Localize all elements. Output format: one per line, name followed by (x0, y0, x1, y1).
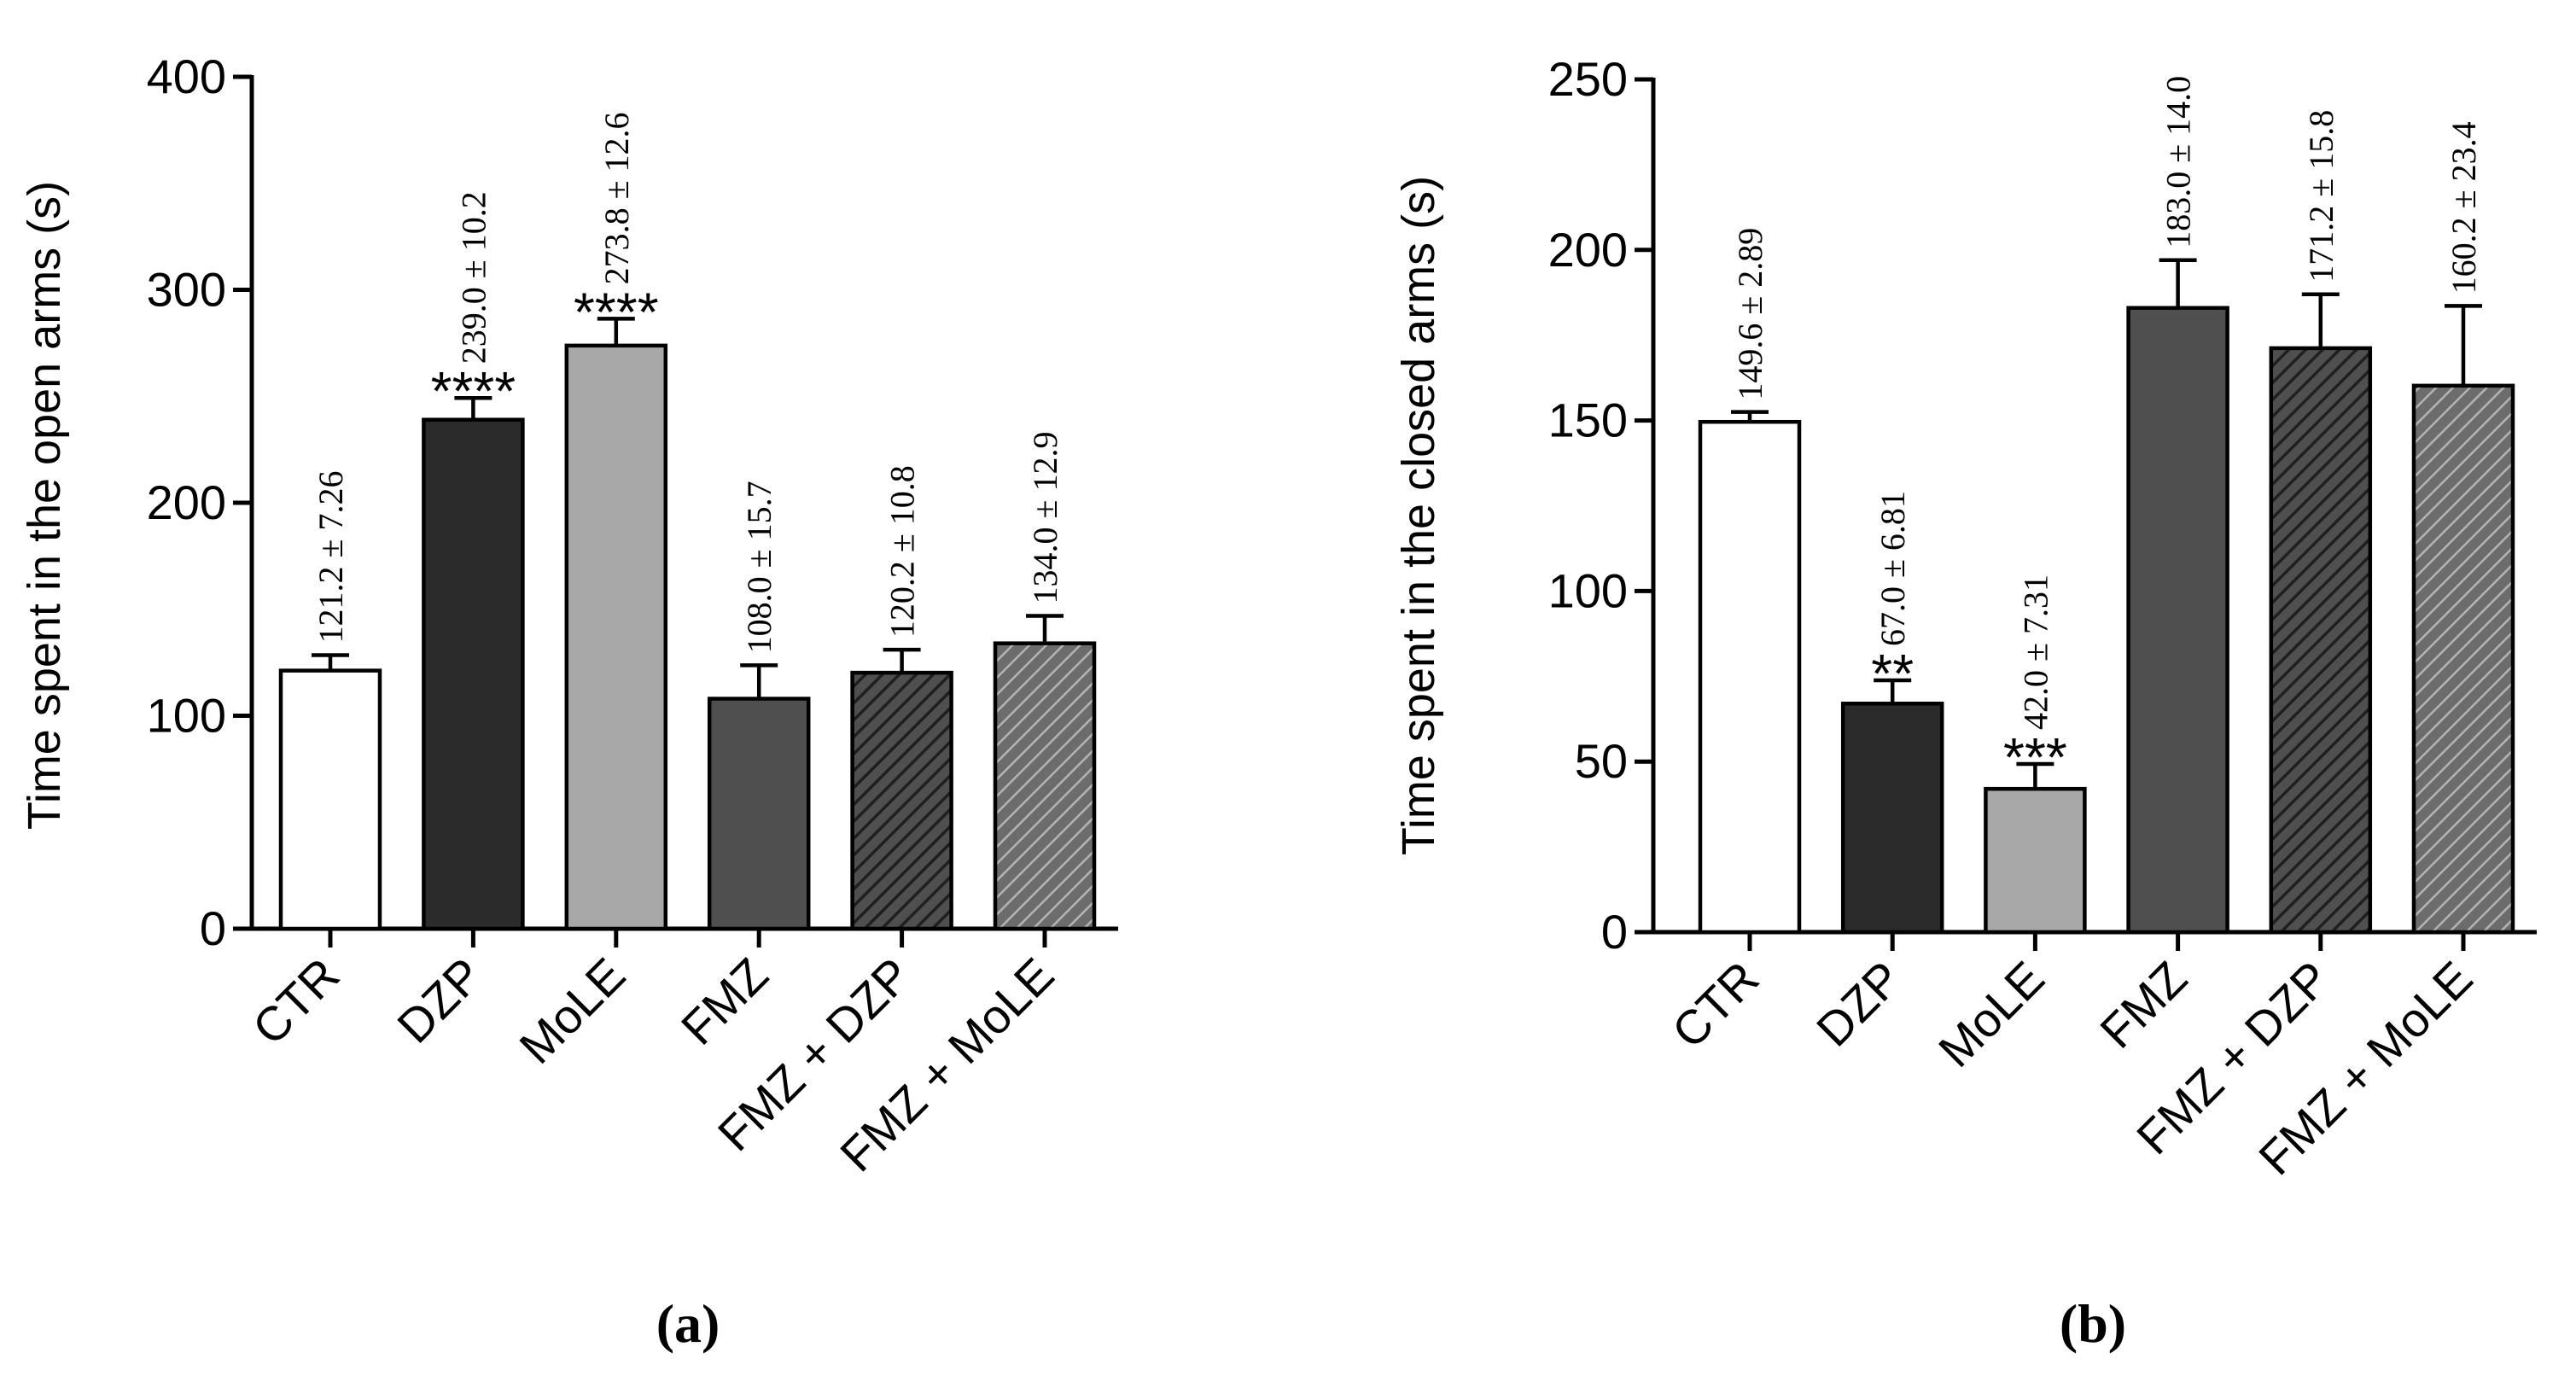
bar (1984, 786, 2087, 935)
y-tick-label: 0 (200, 901, 226, 955)
bar (707, 697, 811, 931)
y-tick-label: 50 (1575, 734, 1628, 788)
data-label: 120.2 ± 10.8 (883, 465, 922, 638)
data-label: 108.0 ± 15.7 (740, 481, 778, 653)
data-label: 183.0 ± 14.0 (2159, 76, 2198, 248)
x-tick-label: FMZ (671, 947, 778, 1055)
x-tick-label: DZP (1806, 951, 1912, 1057)
chart-panel-b: Time spent in the closed arms (s) (b) 0 5… (1393, 52, 2537, 1354)
y-tick-label: 200 (1548, 223, 1628, 277)
y-tick-label: 200 (147, 475, 226, 529)
bar (278, 668, 382, 931)
x-tick-label: CTR (1662, 951, 1769, 1058)
data-label: 239.0 ± 10.2 (454, 191, 492, 364)
y-tick-label: 0 (1601, 905, 1628, 959)
bar (422, 417, 525, 931)
data-label: 121.2 ± 7.26 (312, 471, 350, 644)
bar (2269, 346, 2373, 935)
y-tick-label: 300 (147, 263, 226, 317)
chart-panel-a: Time spent in the open arms (s) (a) 0 100… (19, 50, 1118, 1354)
x-tick-label: CTR (242, 947, 350, 1055)
data-label: 67.0 ± 6.81 (1874, 491, 1912, 646)
y-tick-label: 100 (147, 689, 226, 743)
data-label: 171.2 ± 15.8 (2302, 110, 2340, 283)
x-tick-label: MoLE (509, 947, 635, 1074)
y-axis-label: Time spent in the open arms (s) (19, 181, 70, 830)
bar (2126, 306, 2229, 935)
y-tick-label: 250 (1548, 52, 1628, 106)
panel-label: (b) (2060, 1293, 2126, 1354)
significance-label: **** (574, 281, 659, 342)
bar (850, 670, 953, 931)
data-label: 160.2 ± 23.4 (2445, 121, 2483, 294)
data-label: 273.8 ± 12.6 (597, 112, 636, 284)
bar (2411, 383, 2515, 935)
chart-marks: 0 50 100 150 200 250 CTR 149.6 ± 2.89 DZP **67.0 … (1548, 52, 2537, 1185)
x-tick-label: FMZ (2089, 951, 2197, 1058)
x-tick-label: DZP (387, 947, 492, 1053)
significance-label: ** (1871, 643, 1914, 704)
data-label: 149.6 ± 2.89 (1731, 228, 1769, 400)
y-axis-label: Time spent in the closed arms (s) (1393, 176, 1444, 855)
significance-label: *** (2003, 726, 2067, 788)
bar (1698, 419, 1802, 935)
y-tick-label: 150 (1548, 394, 1628, 447)
y-tick-label: 100 (1548, 563, 1628, 617)
x-tick-label: MoLE (1928, 951, 2054, 1077)
y-tick-label: 400 (147, 50, 226, 103)
data-label: 42.0 ± 7.31 (2016, 574, 2054, 730)
bar (993, 641, 1097, 931)
bar (1840, 702, 1944, 935)
panel-label: (a) (656, 1293, 720, 1354)
bar (564, 343, 668, 931)
significance-label: **** (431, 360, 516, 422)
data-label: 134.0 ± 12.9 (1026, 432, 1064, 604)
